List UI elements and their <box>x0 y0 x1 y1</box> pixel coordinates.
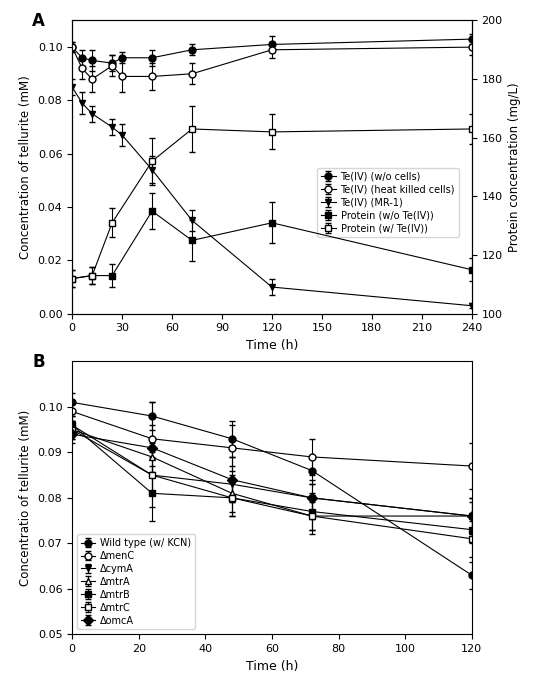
Y-axis label: Concentration of tellurite (mM): Concentration of tellurite (mM) <box>19 75 32 259</box>
Text: A: A <box>32 12 45 29</box>
X-axis label: Time (h): Time (h) <box>246 339 298 352</box>
Text: B: B <box>32 353 45 371</box>
Legend: Wild type (w/ KCN), ΔmenC, ΔcymA, ΔmtrA, ΔmtrB, ΔmtrC, ΔomcA: Wild type (w/ KCN), ΔmenC, ΔcymA, ΔmtrA,… <box>77 534 195 629</box>
Y-axis label: Protein concentration (mg/L): Protein concentration (mg/L) <box>508 83 521 252</box>
Legend: Te(IV) (w/o cells), Te(IV) (heat killed cells), Te(IV) (MR-1), Protein (w/o Te(I: Te(IV) (w/o cells), Te(IV) (heat killed … <box>317 168 459 237</box>
Y-axis label: Concentratio of tellurite (mM): Concentratio of tellurite (mM) <box>19 410 32 586</box>
X-axis label: Time (h): Time (h) <box>246 659 298 672</box>
